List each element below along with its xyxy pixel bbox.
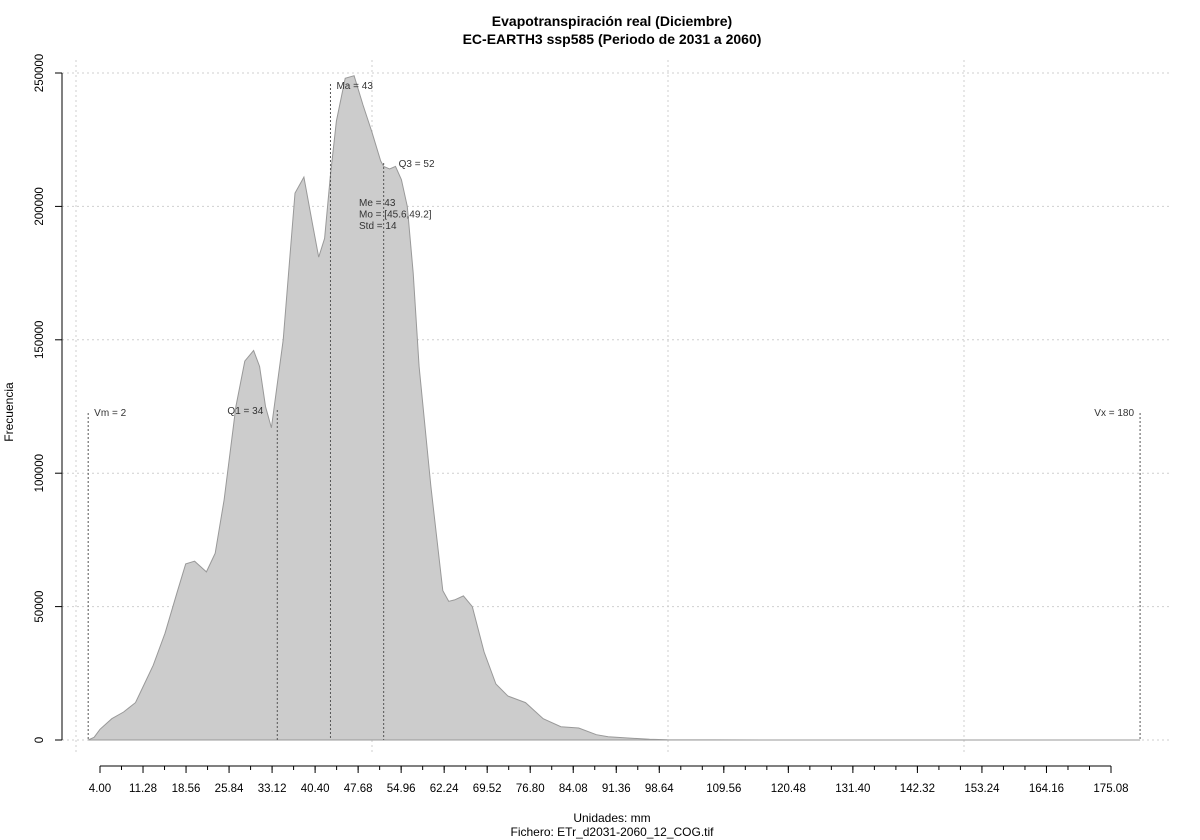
- x-tick-label: 33.12: [258, 783, 287, 795]
- marker-lines: [87, 84, 1141, 740]
- x-tick-label: 40.40: [301, 783, 330, 795]
- annotation-stat: Std = 14: [359, 221, 397, 232]
- annotation-q1: Q1 = 34: [227, 406, 263, 417]
- x-tick-label: 84.08: [559, 783, 588, 795]
- annotation-ma: Ma = 43: [336, 81, 373, 92]
- x-tick-label: 91.36: [602, 783, 631, 795]
- x-tick-label: 4.00: [89, 783, 111, 795]
- chart-subtitle: EC-EARTH3 ssp585 (Periodo de 2031 a 2060…: [463, 31, 762, 47]
- density-area: [87, 75, 1141, 741]
- annotation-q3: Q3 = 52: [399, 159, 435, 170]
- x-tick-label: 54.96: [387, 783, 416, 795]
- x-tick-label: 18.56: [172, 783, 201, 795]
- x-tick-label: 47.68: [344, 783, 373, 795]
- x-tick-label: 98.64: [645, 783, 674, 795]
- y-tick-label: 50000: [34, 591, 46, 623]
- x-tick-label: 120.48: [771, 783, 806, 795]
- y-axis-label: Frecuencia: [2, 382, 16, 442]
- annotation-stat: Mo = [45.6,49.2]: [359, 210, 432, 221]
- x-tick-label: 164.16: [1029, 783, 1064, 795]
- annotations: Vm = 2 Q1 = 34 Ma = 43 Q3 = 52 Vx = 180 Me = …: [94, 81, 1134, 419]
- chart-title: Evapotranspiración real (Diciembre): [492, 13, 732, 29]
- y-axis: 0 50000 100000 150000 200000 250000: [34, 54, 63, 743]
- x-tick-label: 142.32: [900, 783, 935, 795]
- x-tick-label: 131.40: [835, 783, 870, 795]
- x-tick-label: 25.84: [215, 783, 244, 795]
- y-tick-label: 200000: [34, 187, 46, 225]
- x-tick-label: 175.08: [1093, 783, 1128, 795]
- x-tick-label: 109.56: [706, 783, 741, 795]
- x-axis-file-label: Fichero: ETr_d2031-2060_12_COG.tif: [511, 825, 715, 839]
- x-tick-label: 69.52: [473, 783, 502, 795]
- y-tick-label: 150000: [34, 321, 46, 359]
- y-tick-label: 0: [34, 737, 46, 743]
- x-axis: 4.00 11.28 18.56 25.84 33.12 40.40 47.68 54.96 6…: [89, 765, 1129, 795]
- x-tick-label: 62.24: [430, 783, 459, 795]
- annotation-stat: Me = 43: [359, 198, 396, 209]
- annotation-vx: Vx = 180: [1094, 408, 1134, 419]
- x-tick-label: 153.24: [964, 783, 1000, 795]
- x-axis-label: Unidades: mm: [573, 811, 650, 825]
- x-tick-label: 11.28: [129, 783, 157, 795]
- x-tick-label: 76.80: [516, 783, 545, 795]
- y-tick-label: 250000: [34, 54, 46, 92]
- annotation-vm: Vm = 2: [94, 408, 126, 419]
- y-tick-label: 100000: [34, 454, 46, 492]
